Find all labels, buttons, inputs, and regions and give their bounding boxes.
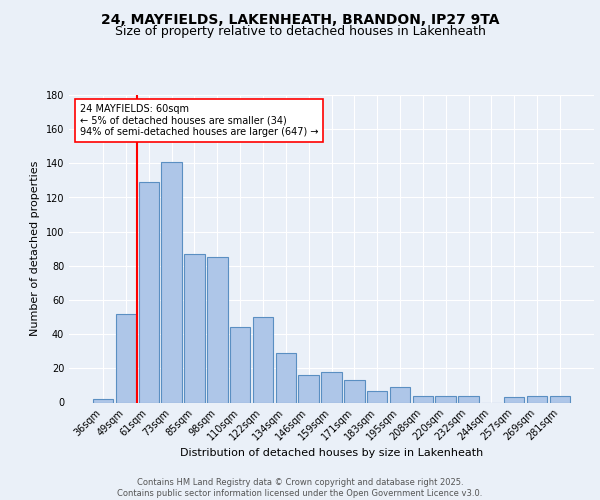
Bar	[184, 254, 205, 402]
Bar	[161, 162, 182, 402]
Bar	[230, 328, 250, 402]
Text: 24 MAYFIELDS: 60sqm
← 5% of detached houses are smaller (34)
94% of semi-detache: 24 MAYFIELDS: 60sqm ← 5% of detached hou…	[79, 104, 318, 138]
Bar	[207, 258, 227, 402]
Y-axis label: Number of detached properties: Number of detached properties	[30, 161, 40, 336]
Bar	[436, 396, 456, 402]
Bar	[93, 399, 113, 402]
Text: Size of property relative to detached houses in Lakenheath: Size of property relative to detached ho…	[115, 25, 485, 38]
Bar	[139, 182, 159, 402]
Bar	[253, 317, 273, 402]
Text: Contains HM Land Registry data © Crown copyright and database right 2025.
Contai: Contains HM Land Registry data © Crown c…	[118, 478, 482, 498]
Bar	[413, 396, 433, 402]
Bar	[321, 372, 342, 402]
Bar	[275, 353, 296, 403]
Bar	[458, 396, 479, 402]
Bar	[344, 380, 365, 402]
Bar	[527, 396, 547, 402]
X-axis label: Distribution of detached houses by size in Lakenheath: Distribution of detached houses by size …	[180, 448, 483, 458]
Bar	[550, 396, 570, 402]
Bar	[116, 314, 136, 402]
Bar	[367, 390, 388, 402]
Bar	[298, 375, 319, 402]
Bar	[390, 387, 410, 402]
Text: 24, MAYFIELDS, LAKENHEATH, BRANDON, IP27 9TA: 24, MAYFIELDS, LAKENHEATH, BRANDON, IP27…	[101, 12, 499, 26]
Bar	[504, 398, 524, 402]
